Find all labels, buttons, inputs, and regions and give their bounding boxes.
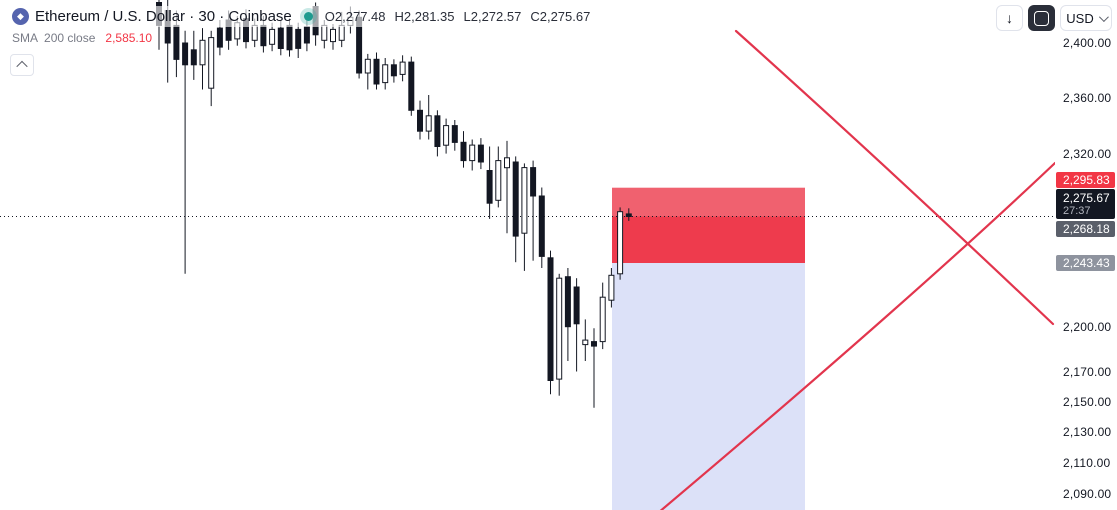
axis-tick: 2,400.00 [1063, 36, 1112, 50]
axis-tick: 2,320.00 [1063, 147, 1112, 161]
descending-curve[interactable] [734, 29, 1055, 326]
axis-tick: 2,170.00 [1063, 365, 1112, 379]
currency-label: USD [1066, 10, 1094, 26]
currency-selector[interactable]: USD [1060, 5, 1112, 31]
frame-icon [1034, 10, 1049, 26]
candle-up [330, 28, 336, 43]
arrow-down-icon: ↓ [1006, 10, 1013, 26]
axis-tick: 2,090.00 [1063, 487, 1112, 501]
price-level-badge: 2,295.83 [1056, 172, 1115, 188]
candle-down [564, 276, 571, 328]
symbol-title[interactable]: Ethereum / U.S. Dollar · 30 · Coinbase [35, 8, 292, 25]
chevron-down-icon [1098, 11, 1109, 22]
candle-down [190, 49, 197, 66]
collapse-legend-button[interactable] [10, 54, 34, 76]
candle-up [504, 157, 510, 169]
frame-button[interactable] [1028, 5, 1055, 31]
candle-up [364, 58, 371, 74]
indicator-params: 200 close [44, 31, 96, 45]
indicator-row[interactable]: SMA 200 close 2,585.10 [10, 30, 159, 46]
chevron-up-icon [16, 60, 28, 73]
candle-down [530, 167, 537, 197]
candle-down [625, 213, 632, 217]
indicator-name: SMA [12, 31, 39, 45]
candle-down [573, 286, 580, 325]
candle-down [182, 42, 189, 66]
candle-down [512, 161, 519, 237]
ethereum-logo-icon: ◆ [12, 8, 29, 25]
candle-up [208, 37, 215, 89]
market-status-dot [303, 12, 313, 21]
top-toolbar: ↓ USD [996, 5, 1112, 31]
risk-zone-upper[interactable] [612, 187, 805, 217]
candle-down [486, 170, 493, 204]
high-value: H2,281.35 [394, 9, 455, 24]
axis-tick: 2,130.00 [1063, 425, 1112, 439]
candle-up [582, 339, 589, 346]
indicator-value: 2,585.10 [105, 31, 153, 45]
candles [156, 0, 632, 408]
candle-up [617, 211, 624, 275]
candle-up [425, 115, 432, 132]
axis-tick: 2,200.00 [1063, 320, 1112, 334]
current-price-badge: 2,275.67 27:37 [1056, 189, 1115, 219]
candle-up [599, 296, 606, 343]
axis-tick: 2,150.00 [1063, 395, 1112, 409]
candle-up [199, 39, 206, 66]
candle-up [495, 160, 502, 201]
candle-up [399, 61, 406, 75]
axis-tick: 2,110.00 [1063, 456, 1111, 470]
candle-up [382, 64, 389, 84]
ohlc-values: O2,277.48 H2,281.35 L2,272.57 C2,275.67 [325, 9, 591, 24]
chart-legend: ◆ Ethereum / U.S. Dollar · 30 · Coinbase… [10, 6, 597, 76]
candle-down [390, 64, 397, 77]
risk-zone-lower[interactable] [612, 216, 805, 264]
candle-down [591, 341, 597, 347]
price-level-badge: 2,268.18 [1056, 221, 1115, 237]
candle-down [434, 115, 441, 148]
close-value: C2,275.67 [530, 9, 591, 24]
scroll-to-latest-button[interactable]: ↓ [996, 5, 1023, 31]
candle-up [608, 274, 615, 301]
candle-down [373, 58, 380, 85]
position-zones[interactable] [612, 187, 805, 510]
candle-down [408, 61, 415, 111]
candle-down [451, 125, 458, 143]
candle-down [277, 27, 284, 49]
candle-down [417, 109, 423, 132]
candle-down [216, 27, 223, 48]
candle-up [443, 125, 450, 146]
axis-tick: 2,360.00 [1063, 91, 1112, 105]
candle-up [521, 167, 528, 234]
ascending-curve[interactable] [652, 161, 1055, 510]
candle-down [547, 257, 554, 381]
price-axis[interactable]: 2,400.00 2,360.00 2,320.00 2,200.00 2,170.00… [1055, 0, 1117, 510]
candle-up [269, 28, 276, 45]
candle-down [477, 144, 484, 163]
price-level-badge: 2,243.43 [1056, 255, 1115, 271]
candle-down [295, 28, 302, 49]
candle-countdown: 27:37 [1063, 205, 1091, 217]
candle-down [538, 195, 545, 257]
target-zone[interactable] [612, 263, 805, 510]
symbol-row[interactable]: ◆ Ethereum / U.S. Dollar · 30 · Coinbase… [10, 6, 597, 27]
candlestick-chart[interactable] [0, 0, 1055, 510]
candle-up [556, 277, 563, 380]
low-value: L2,272.57 [463, 9, 522, 24]
candle-up [469, 144, 476, 162]
candle-down [460, 141, 467, 162]
open-value: O2,277.48 [324, 9, 386, 24]
